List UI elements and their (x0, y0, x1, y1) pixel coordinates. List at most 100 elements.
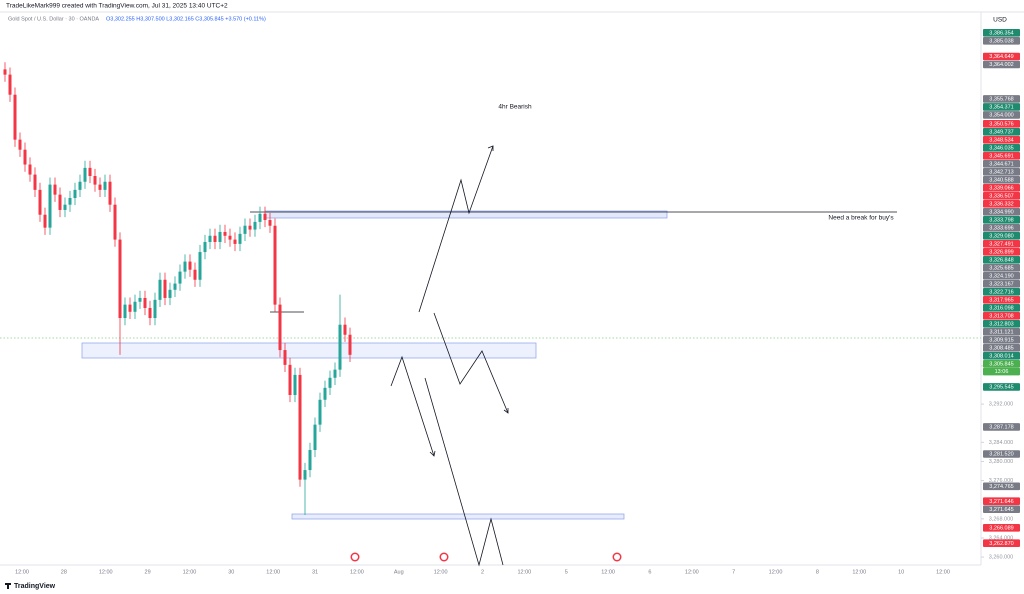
price-tag-label: 3,326.848 (989, 257, 1013, 263)
candle-body (213, 235, 217, 242)
price-tag (983, 29, 1020, 37)
brand-logo (5, 583, 11, 589)
price-tag-label: 3,271.646 (989, 499, 1013, 505)
price-tag (983, 328, 1020, 336)
price-tag-label: 3,311.121 (989, 329, 1013, 335)
candle-body (218, 231, 222, 242)
annotation: 4hr Bearish (498, 104, 532, 111)
price-tag-label: 3,346.035 (989, 145, 1013, 151)
currency: USD (993, 17, 1007, 24)
candle-body (258, 213, 262, 222)
price-tag (983, 248, 1020, 256)
price-tag (983, 344, 1020, 352)
candle-body (53, 184, 57, 195)
price-tag-label: 3,281.520 (989, 452, 1013, 458)
price-tag-label: 3,323.167 (989, 281, 1013, 287)
price-tag (983, 184, 1020, 192)
x-tick-label: 28 (61, 569, 67, 575)
price-tag (983, 482, 1020, 491)
candle-body (158, 279, 162, 300)
candle-body (328, 377, 332, 388)
price-tag-label: 3,305.845 (989, 361, 1013, 367)
candle-body (283, 350, 287, 365)
price-tag-label: 3,322.716 (989, 289, 1013, 295)
countdown: 13:06 (995, 369, 1009, 375)
price-tag (983, 450, 1020, 458)
candle-body (323, 387, 327, 400)
candle-body (203, 241, 207, 253)
price-tag (983, 192, 1020, 200)
y-tick-label: 3,268.000 (989, 516, 1013, 522)
price-tag (983, 52, 1020, 61)
x-tick-label: 7 (732, 569, 735, 575)
x-tick-label: 5 (565, 569, 568, 575)
candle-body (73, 189, 77, 198)
candle-body (208, 235, 212, 242)
candle-body (248, 225, 252, 230)
candle-body (143, 297, 147, 308)
y-tick-label: 3,264.000 (989, 535, 1013, 541)
x-tick-label: 12:00 (99, 569, 113, 575)
x-tick-label: 12:00 (350, 569, 364, 575)
price-tag (983, 144, 1020, 152)
price-tag-label: 3,354.000 (989, 113, 1013, 119)
candle-body (13, 94, 17, 140)
price-tag (983, 296, 1020, 304)
x-tick-label: 12:00 (852, 569, 866, 575)
x-tick-label: 12:00 (266, 569, 280, 575)
price-tag (983, 95, 1020, 103)
candle-body (93, 176, 97, 185)
candle-body (63, 204, 67, 210)
price-tag-label: 3,308.014 (989, 353, 1013, 359)
candle-body (8, 74, 12, 95)
candle-body (88, 167, 92, 177)
price-tag-label: 3,317.965 (989, 297, 1013, 303)
y-tick-label: 3,276.000 (989, 478, 1013, 484)
candle-body (68, 198, 72, 205)
candle-body (343, 324, 347, 335)
candle-body (28, 164, 32, 175)
price-tag (983, 120, 1020, 128)
price-tag (983, 352, 1020, 360)
symbol: Gold Spot / U.S. Dollar · 30 · OANDA (8, 16, 99, 22)
candle-body (253, 221, 257, 230)
x-tick-label: 6 (648, 569, 651, 575)
event-icons (350, 552, 622, 562)
price-tag (983, 37, 1020, 45)
price-tag (983, 304, 1020, 312)
candle-body (163, 279, 167, 298)
candle-body (288, 364, 292, 395)
candle-body (308, 449, 312, 471)
candle-body (138, 297, 142, 302)
countdown-tag (983, 367, 1020, 376)
zone (291, 513, 625, 520)
price-tag-label: 3,355.768 (989, 97, 1013, 103)
x-tick-label: 12:00 (769, 569, 783, 575)
price-tag-label: 3,274.765 (989, 484, 1013, 490)
candle-body (133, 301, 137, 312)
price-tag-label: 3,342.713 (989, 169, 1013, 175)
price-tag (983, 256, 1020, 264)
candle-body (23, 149, 27, 165)
price-tag-label: 3,349.737 (989, 129, 1013, 135)
y-tick-label: 3,280.000 (989, 459, 1013, 465)
price-tag-label: 3,308.485 (989, 345, 1013, 351)
candle-body (38, 189, 42, 215)
price-tag-label: 3,364.002 (989, 62, 1013, 68)
price-tag (983, 216, 1020, 224)
candle-body (58, 194, 62, 210)
candle-body (313, 424, 317, 450)
price-tag-label: 3,333.696 (989, 225, 1013, 231)
price-tag (983, 60, 1020, 69)
price-tag-label: 3,295.545 (989, 385, 1013, 391)
candle-body (48, 184, 52, 228)
candle-body (33, 174, 37, 190)
price-tag-label: 3,350.576 (989, 121, 1013, 127)
candle-body (298, 374, 302, 480)
price-tag-label: 3,309.915 (989, 337, 1013, 343)
price-tag (983, 128, 1020, 136)
candle-body (108, 181, 112, 205)
quote: O3,302.255 H3,307.500 L3,302.165 C3,305.… (106, 16, 266, 22)
price-tag-label: 3,385.038 (989, 38, 1013, 44)
y-tick-label: 3,284.000 (989, 440, 1013, 446)
